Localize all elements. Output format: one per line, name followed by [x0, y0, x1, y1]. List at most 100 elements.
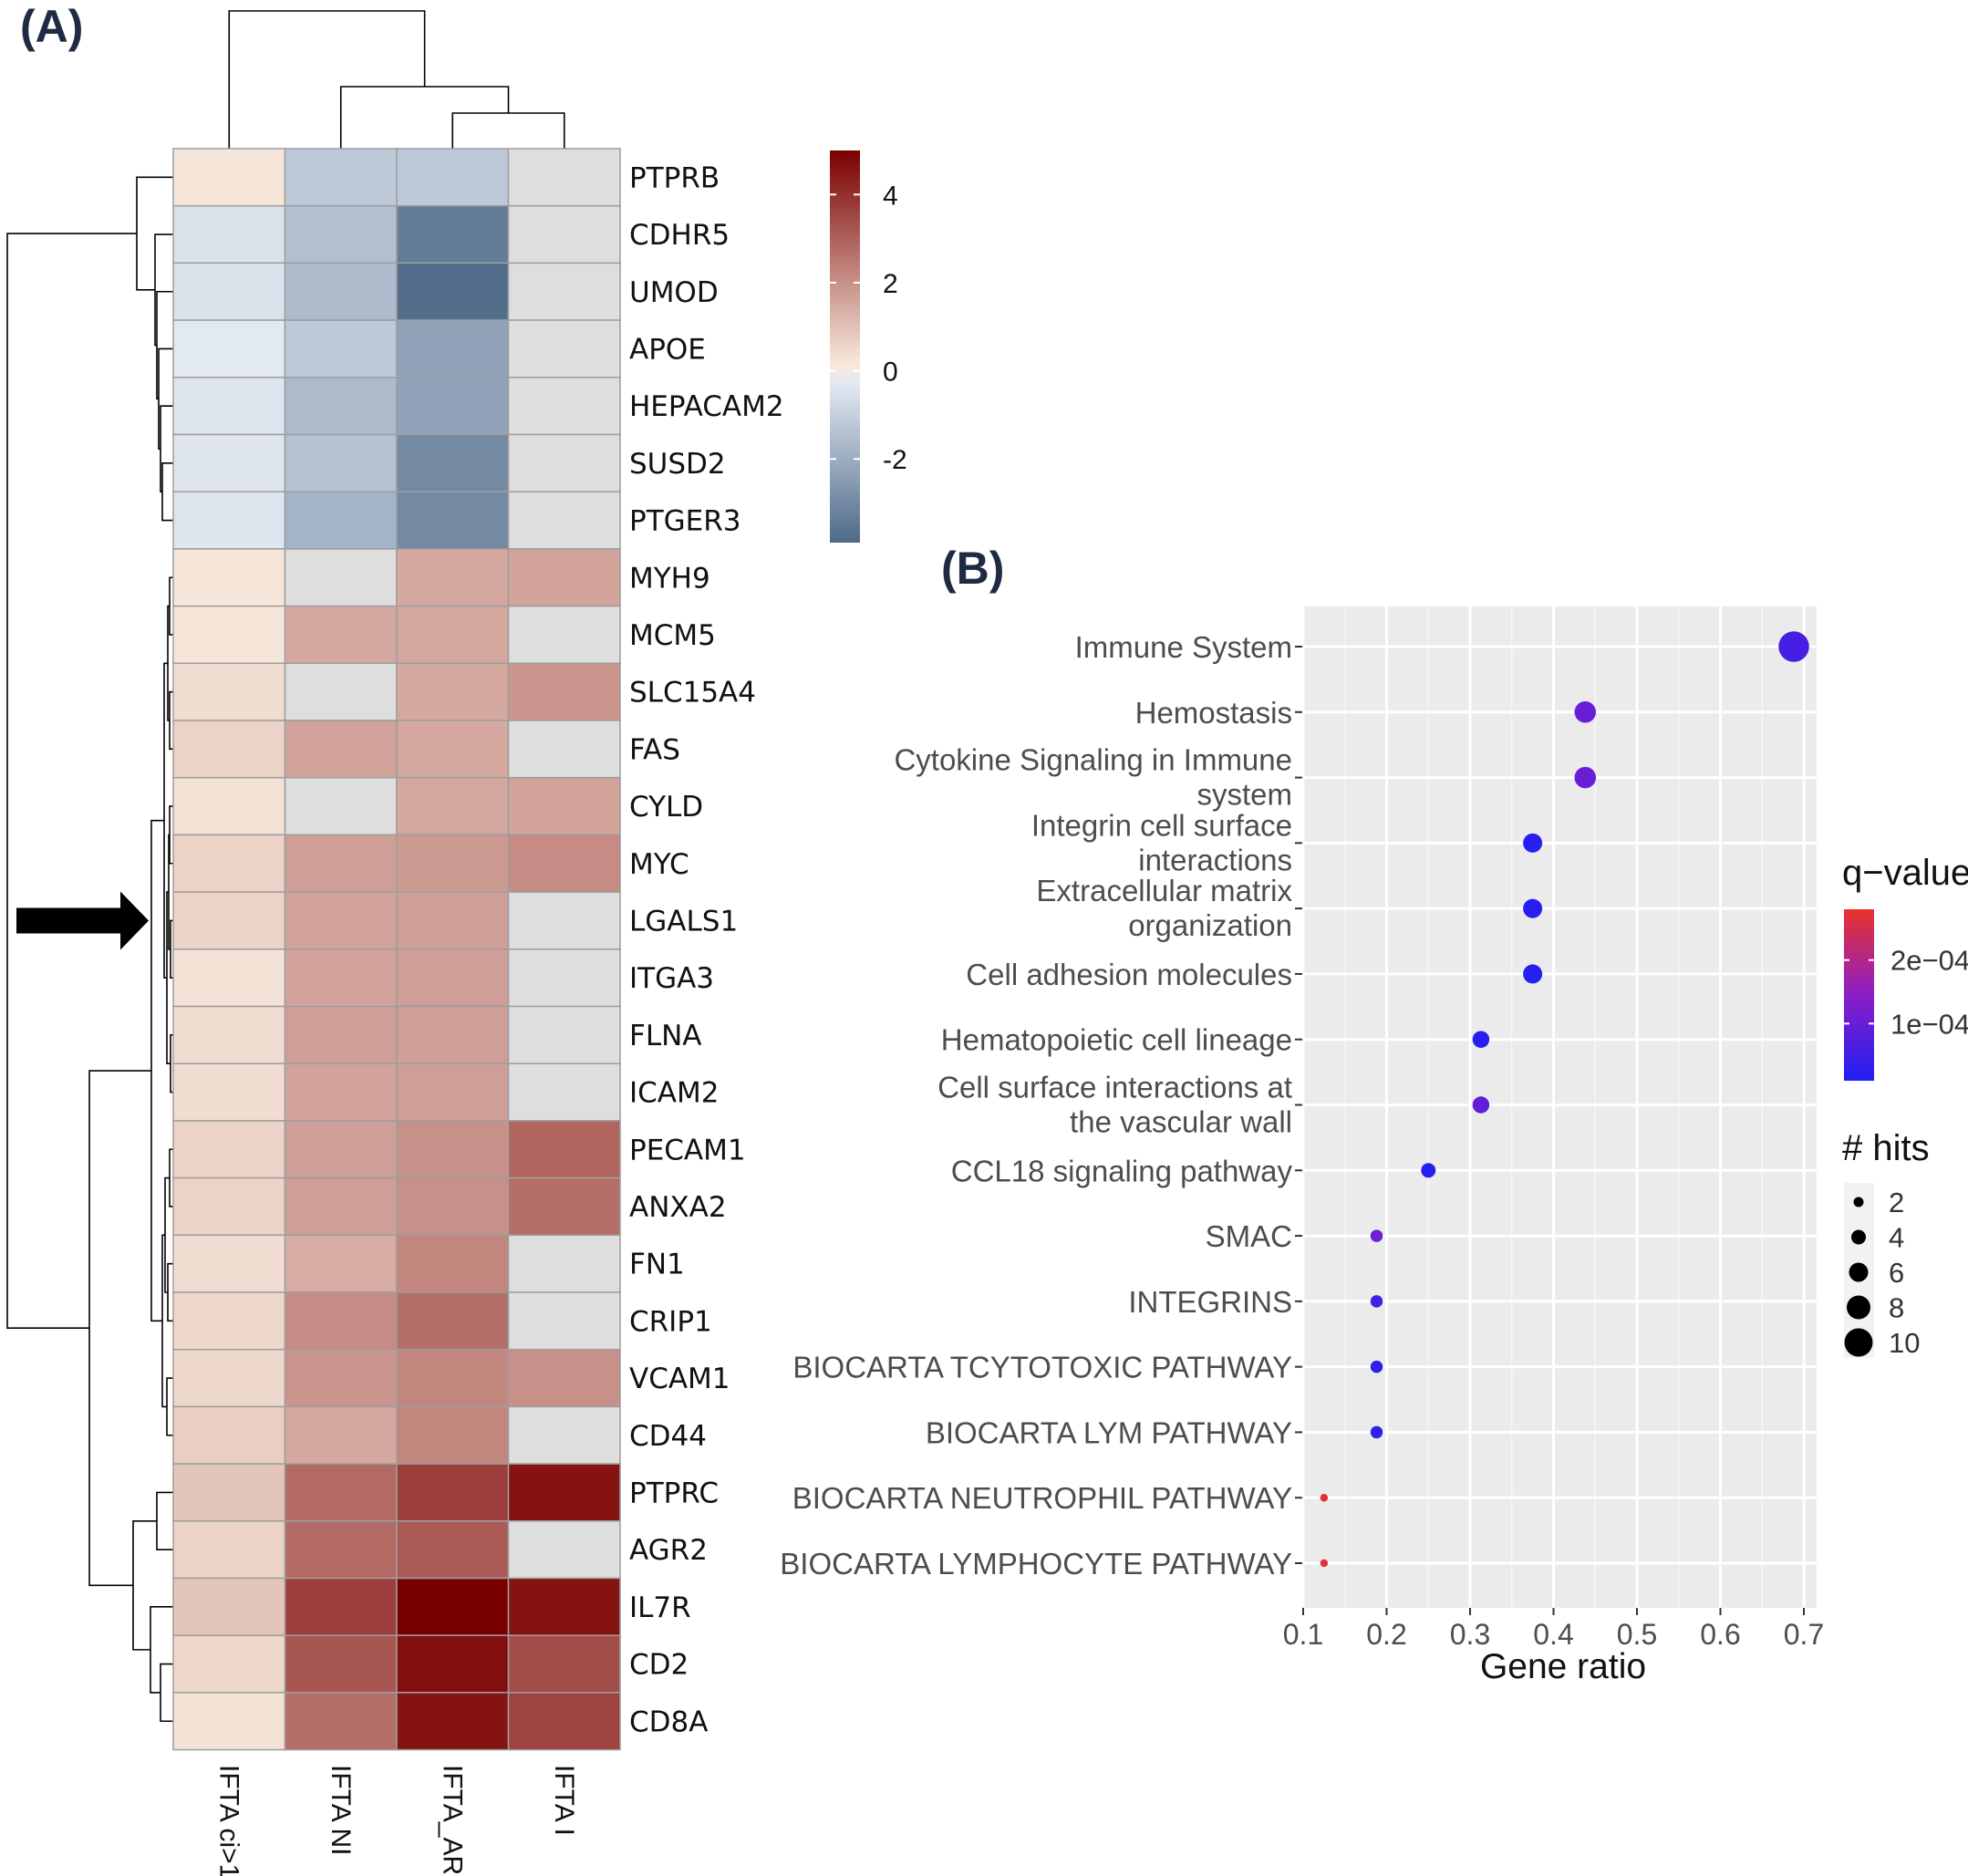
data-point: [1523, 833, 1543, 853]
dendrogram-branch: [154, 233, 173, 347]
heatmap-cell: [284, 491, 398, 550]
row-label: CD2: [629, 1649, 689, 1682]
heatmap-cell: [507, 1176, 621, 1237]
data-point: [1370, 1425, 1383, 1439]
data-point: [1472, 1096, 1490, 1114]
row-label: SUSD2: [629, 448, 726, 481]
heatmap-cell: [172, 1692, 286, 1751]
heatmap-cell: [284, 834, 398, 893]
panel-b-label: (B): [941, 543, 1004, 594]
heatmap-cell: [172, 662, 286, 721]
heatmap-cell: [284, 720, 398, 779]
q-colorbar: [1844, 909, 1874, 1081]
heatmap-cell: [172, 262, 286, 321]
q-colorbar-tick-label: 1e−04: [1890, 1008, 1968, 1040]
row-label: APOE: [629, 333, 706, 366]
row-label: CDHR5: [629, 219, 730, 252]
row-label: ANXA2: [629, 1191, 727, 1224]
heatmap-cell: [284, 433, 398, 492]
heatmap-cell: [396, 1577, 510, 1636]
heatmap-cell: [507, 662, 621, 721]
heatmap-cell: [507, 1405, 621, 1465]
column-label: IFTA ci>1: [213, 1765, 243, 1876]
dendrogram-branch: [167, 1262, 173, 1322]
q-value-legend: q−value 2e−04 1e−04: [1842, 853, 1968, 1081]
y-tick-label: SMAC: [1206, 1219, 1292, 1253]
heatmap-cell: [507, 148, 621, 207]
dendrogram-branch: [150, 1606, 173, 1694]
y-tick-label: Hemostasis: [1135, 696, 1292, 730]
heatmap-cell: [507, 776, 621, 836]
heatmap-cell: [284, 1463, 398, 1522]
x-tick-label: 0.2: [1366, 1618, 1406, 1651]
y-tick-label: BIOCARTA LYMPHOCYTE PATHWAY: [780, 1547, 1292, 1581]
row-label: SLC15A4: [629, 677, 756, 710]
colorbar-tick-label: 2: [883, 269, 898, 299]
heatmap-cell: [172, 377, 286, 436]
y-tick-label: the vascular wall: [1070, 1105, 1292, 1139]
row-label: PTPRB: [629, 161, 720, 194]
heatmap-cell: [507, 834, 621, 893]
heatmap-row-labels: PTPRB CDHR5 UMOD APOE HEPACAM2 SUSD2 PTGER3 MYH…: [629, 161, 784, 1738]
heatmap-cell: [396, 948, 510, 1008]
y-tick-label: organization: [1128, 908, 1292, 942]
row-label: PECAM1: [629, 1134, 746, 1166]
heatmap-cell: [284, 204, 398, 264]
x-tick-label: 0.1: [1283, 1618, 1323, 1651]
heatmap-cell: [507, 891, 621, 950]
y-tick-label: CCL18 signaling pathway: [951, 1154, 1293, 1187]
heatmap-cell: [507, 319, 621, 378]
hits-legend-label: 2: [1889, 1187, 1904, 1218]
heatmap-cell: [172, 891, 286, 950]
heatmap-cell: [284, 1634, 398, 1694]
heatmap-cell: [507, 948, 621, 1008]
dotplot-panel: [1302, 606, 1817, 1608]
row-label: PTGER3: [629, 505, 741, 538]
heatmap-cell: [172, 204, 286, 264]
heatmap-cell: [396, 1234, 510, 1293]
heatmap-cell: [172, 1348, 286, 1408]
heatmap-cell: [284, 1234, 398, 1293]
heatmap-cell: [172, 1005, 286, 1064]
data-point: [1778, 631, 1809, 662]
row-dendrogram: [6, 176, 173, 1723]
q-colorbar-tick-label: 2e−04: [1890, 945, 1968, 977]
heatmap-cell: [507, 1634, 621, 1694]
heatmap-cell: [284, 377, 398, 436]
row-label: IL7R: [629, 1591, 691, 1624]
row-label: MYH9: [629, 562, 710, 595]
heatmap-cell: [172, 1577, 286, 1636]
heatmap-cell: [507, 1520, 621, 1580]
hits-legend-dot: [1844, 1328, 1873, 1357]
dotplot-x-ticks: 0.1 0.2 0.3 0.4 0.5 0.6 0.7: [1283, 1608, 1824, 1651]
data-point: [1370, 1360, 1383, 1373]
heatmap-cell: [172, 1120, 286, 1179]
column-label: IFTA NI: [326, 1765, 356, 1855]
heatmap-cell: [284, 1405, 398, 1465]
heatmap-cell: [507, 605, 621, 665]
row-label: MYC: [629, 848, 689, 881]
heatmap-cell: [507, 1463, 621, 1522]
row-label: FN1: [629, 1249, 685, 1281]
x-tick-label: 0.3: [1450, 1618, 1490, 1651]
heatmap-cell: [396, 377, 510, 436]
panel-a-label: (A): [20, 1, 83, 52]
heatmap-cell: [507, 1291, 621, 1351]
heatmap-cell: [284, 1520, 398, 1580]
heatmap-cell: [507, 1120, 621, 1179]
colorbar: [830, 150, 860, 543]
heatmap-cell: [396, 1520, 510, 1580]
y-tick-label: Cytokine Signaling in Immune: [894, 743, 1292, 777]
data-point: [1370, 1295, 1383, 1308]
colorbar-tick-label: -2: [883, 445, 907, 475]
heatmap-cell: [172, 319, 286, 378]
row-label: LGALS1: [629, 905, 738, 938]
dendrogram-branch: [132, 1520, 157, 1651]
y-tick-label: Integrin cell surface: [1031, 808, 1292, 842]
hits-legend-label: 8: [1889, 1292, 1904, 1324]
heatmap-cell: [284, 1577, 398, 1636]
heatmap-cell: [284, 1692, 398, 1751]
heatmap-cell: [284, 1062, 398, 1122]
hits-legend-dot: [1849, 1262, 1869, 1282]
